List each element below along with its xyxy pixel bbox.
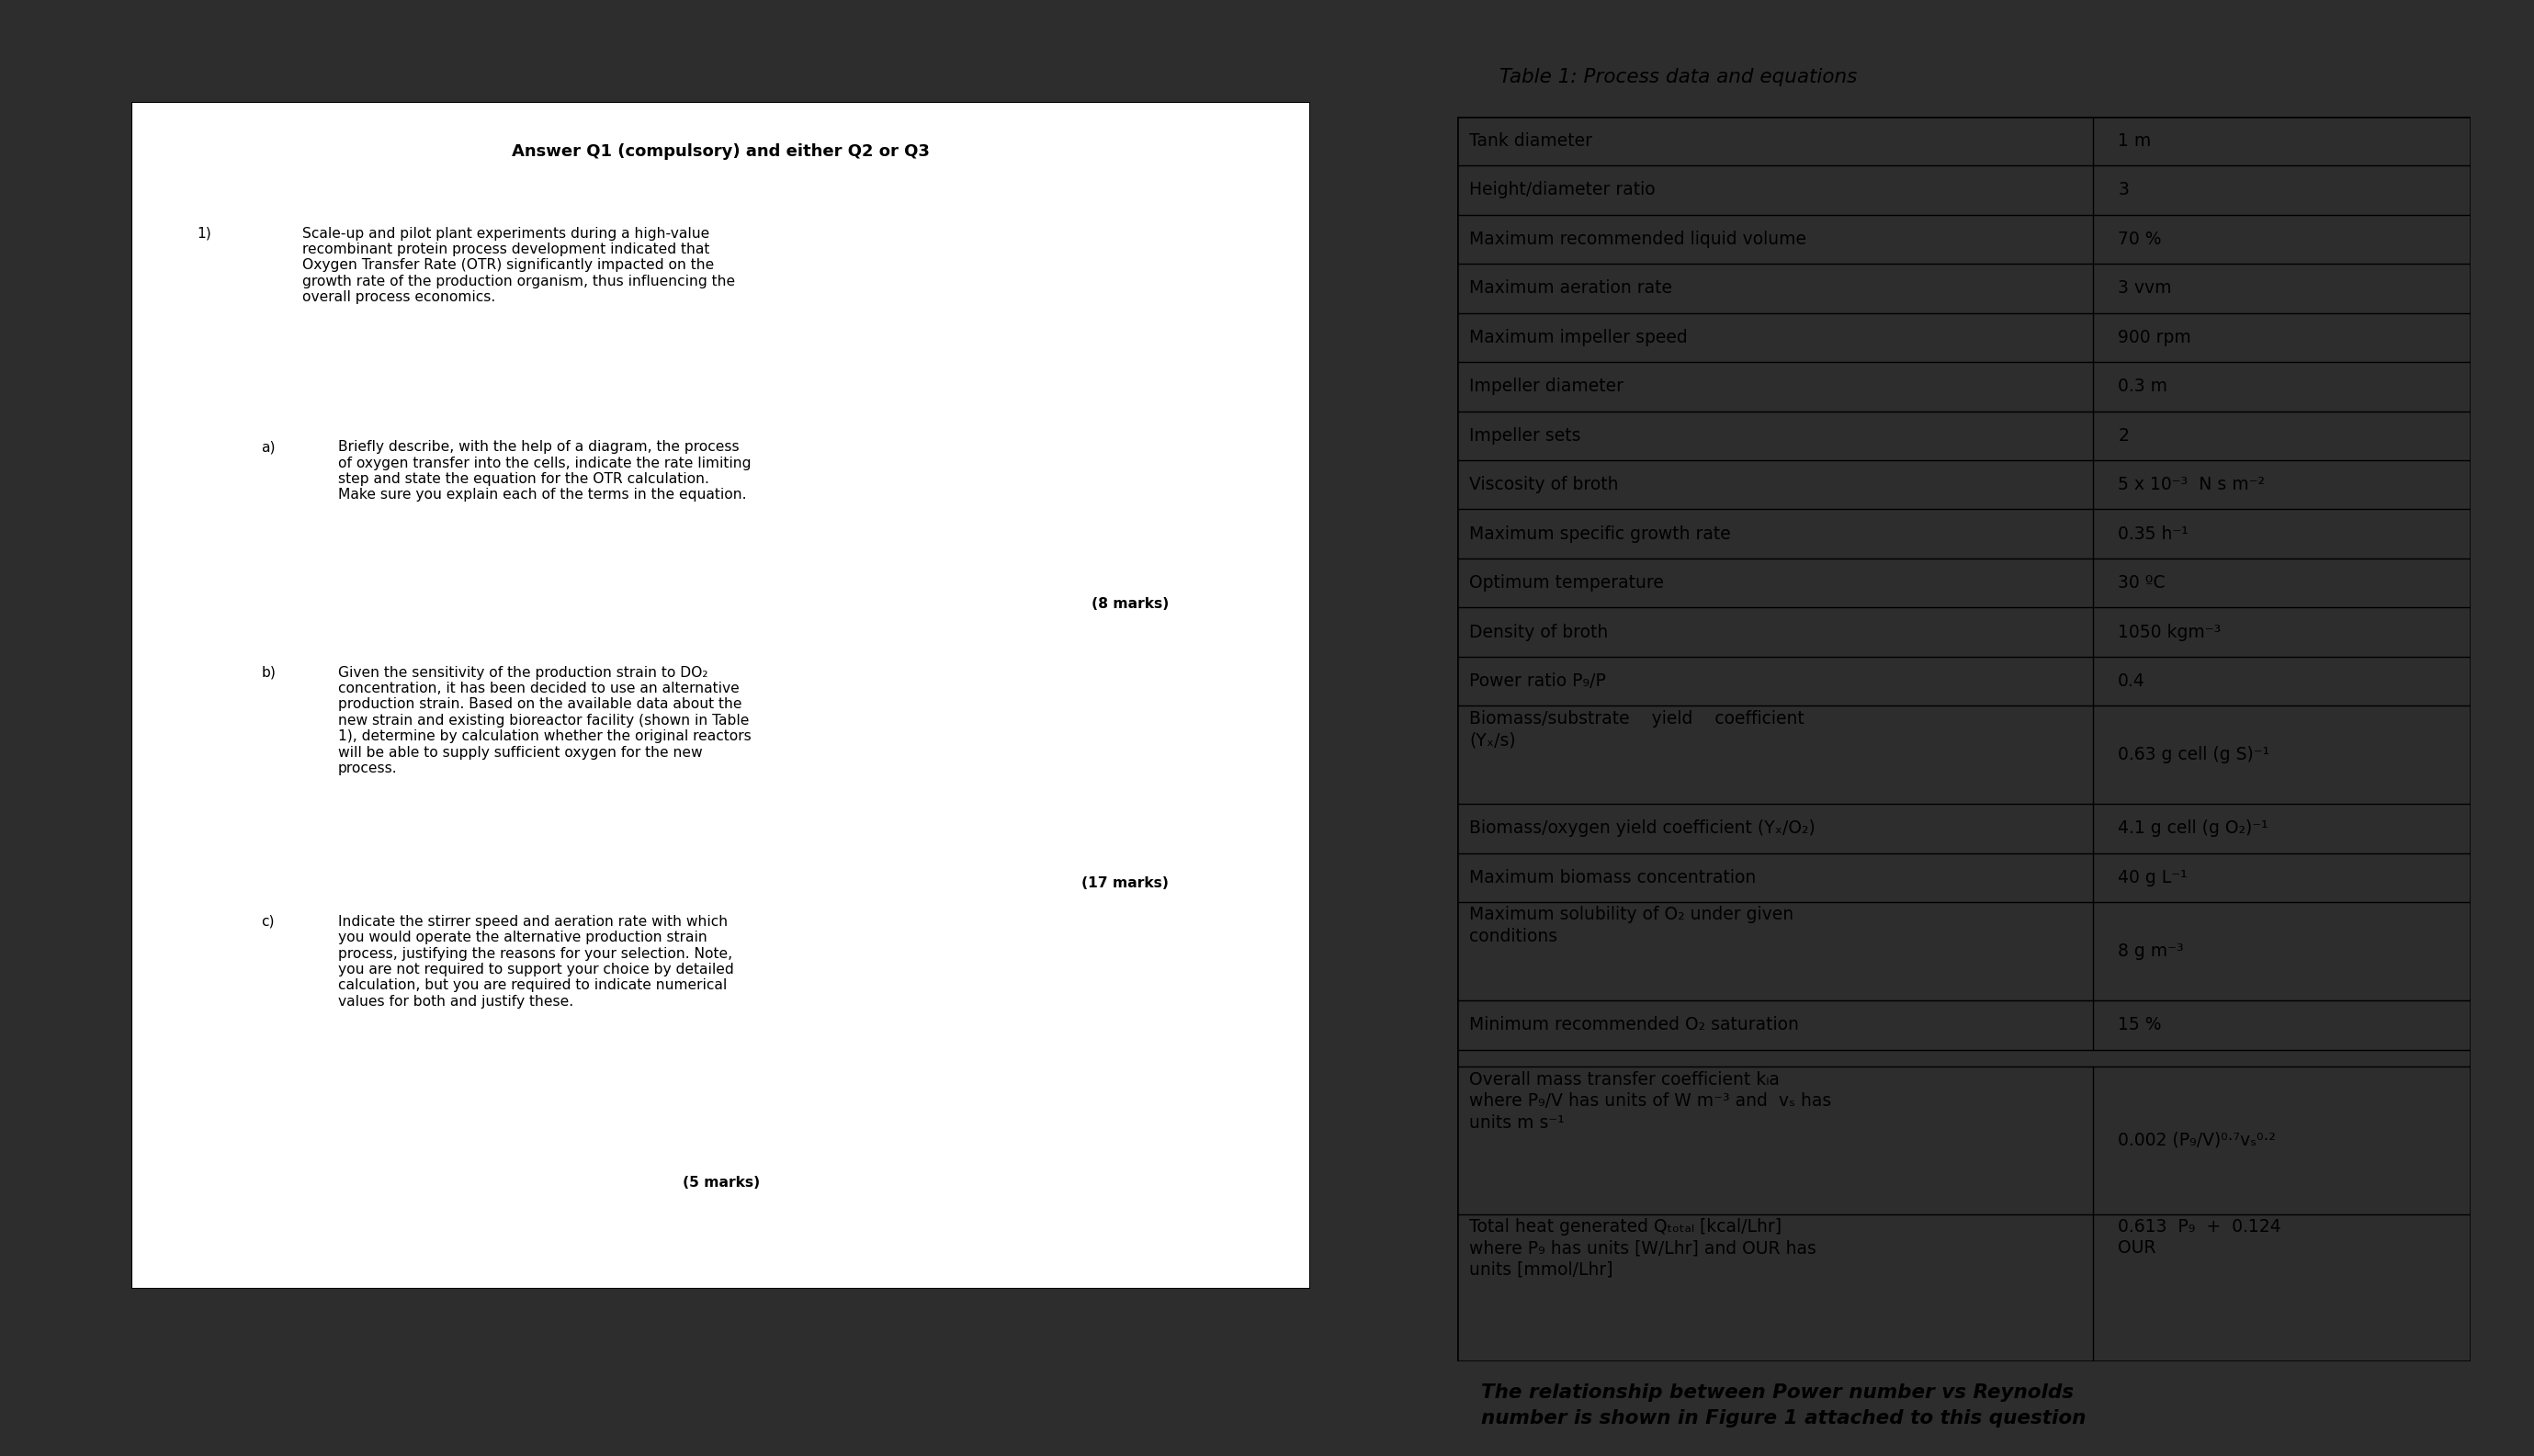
Text: 0.002 (P₉/V)⁰·⁷vₛ⁰·²: 0.002 (P₉/V)⁰·⁷vₛ⁰·² [2118, 1131, 2276, 1149]
Text: Total heat generated Qₜₒₜₐₗ [kcal/Lhr]
where P₉ has units [W/Lhr] and OUR has
un: Total heat generated Qₜₒₜₐₗ [kcal/Lhr] w… [1470, 1219, 1817, 1278]
Text: (17 marks): (17 marks) [1082, 877, 1168, 891]
Text: (5 marks): (5 marks) [682, 1176, 760, 1190]
Text: Maximum aeration rate: Maximum aeration rate [1470, 280, 1672, 297]
Text: 40 g L⁻¹: 40 g L⁻¹ [2118, 869, 2187, 887]
Text: 70 %: 70 % [2118, 230, 2162, 248]
Text: 1 m: 1 m [2118, 132, 2151, 150]
Text: 2: 2 [2118, 427, 2129, 444]
Text: 5 x 10⁻³  N s m⁻²: 5 x 10⁻³ N s m⁻² [2118, 476, 2265, 494]
Text: Impeller diameter: Impeller diameter [1470, 379, 1624, 395]
Text: Indicate the stirrer speed and aeration rate with which
you would operate the al: Indicate the stirrer speed and aeration … [337, 914, 735, 1009]
Text: The relationship between Power number vs Reynolds
number is shown in Figure 1 at: The relationship between Power number vs… [1482, 1383, 2085, 1427]
Text: 3 vvm: 3 vvm [2118, 280, 2172, 297]
Text: 1050 kgm⁻³: 1050 kgm⁻³ [2118, 623, 2220, 641]
Text: Tank diameter: Tank diameter [1470, 132, 1591, 150]
Text: 15 %: 15 % [2118, 1016, 2162, 1034]
Text: Briefly describe, with the help of a diagram, the process
of oxygen transfer int: Briefly describe, with the help of a dia… [337, 440, 750, 502]
Text: Biomass/oxygen yield coefficient (Yₓ/O₂): Biomass/oxygen yield coefficient (Yₓ/O₂) [1470, 820, 1814, 837]
Text: Power ratio P₉/P: Power ratio P₉/P [1470, 673, 1607, 690]
Text: 30 ºC: 30 ºC [2118, 574, 2164, 591]
Text: 8 g m⁻³: 8 g m⁻³ [2118, 942, 2184, 960]
Text: 0.63 g cell (g S)⁻¹: 0.63 g cell (g S)⁻¹ [2118, 745, 2270, 763]
Text: 1): 1) [198, 227, 210, 240]
Text: Table 1: Process data and equations: Table 1: Process data and equations [1500, 68, 1857, 86]
Text: 4.1 g cell (g O₂)⁻¹: 4.1 g cell (g O₂)⁻¹ [2118, 820, 2268, 837]
Text: Overall mass transfer coefficient kₗa
where P₉/V has units of W m⁻³ and  vₛ has
: Overall mass transfer coefficient kₗa wh… [1470, 1070, 1832, 1131]
Text: (8 marks): (8 marks) [1092, 597, 1168, 610]
Text: 0.3 m: 0.3 m [2118, 379, 2167, 395]
Text: b): b) [261, 665, 276, 680]
Text: Viscosity of broth: Viscosity of broth [1470, 476, 1619, 494]
Text: 0.35 h⁻¹: 0.35 h⁻¹ [2118, 526, 2189, 543]
Text: Maximum recommended liquid volume: Maximum recommended liquid volume [1470, 230, 1807, 248]
Text: Given the sensitivity of the production strain to DO₂
concentration, it has been: Given the sensitivity of the production … [337, 665, 750, 775]
Text: Density of broth: Density of broth [1470, 623, 1609, 641]
Text: 0.4: 0.4 [2118, 673, 2146, 690]
Text: Maximum impeller speed: Maximum impeller speed [1470, 329, 1688, 347]
Text: c): c) [261, 914, 274, 929]
Text: Answer Q1 (compulsory) and either Q2 or Q3: Answer Q1 (compulsory) and either Q2 or … [512, 144, 930, 160]
Text: 900 rpm: 900 rpm [2118, 329, 2192, 347]
Text: Height/diameter ratio: Height/diameter ratio [1470, 182, 1655, 199]
Text: Maximum specific growth rate: Maximum specific growth rate [1470, 526, 1731, 543]
Text: Minimum recommended O₂ saturation: Minimum recommended O₂ saturation [1470, 1016, 1799, 1034]
Text: 0.613  P₉  +  0.124
OUR: 0.613 P₉ + 0.124 OUR [2118, 1219, 2281, 1257]
Text: Maximum solubility of O₂ under given
conditions: Maximum solubility of O₂ under given con… [1470, 906, 1794, 945]
Text: 3: 3 [2118, 182, 2129, 199]
Text: Biomass/substrate    yield    coefficient
(Yₓ/s): Biomass/substrate yield coefficient (Yₓ/… [1470, 709, 1804, 748]
Text: Maximum biomass concentration: Maximum biomass concentration [1470, 869, 1756, 887]
Text: Impeller sets: Impeller sets [1470, 427, 1581, 444]
Text: Optimum temperature: Optimum temperature [1470, 574, 1665, 591]
Text: Scale-up and pilot plant experiments during a high-value
recombinant protein pro: Scale-up and pilot plant experiments dur… [302, 227, 735, 304]
Text: a): a) [261, 440, 276, 454]
